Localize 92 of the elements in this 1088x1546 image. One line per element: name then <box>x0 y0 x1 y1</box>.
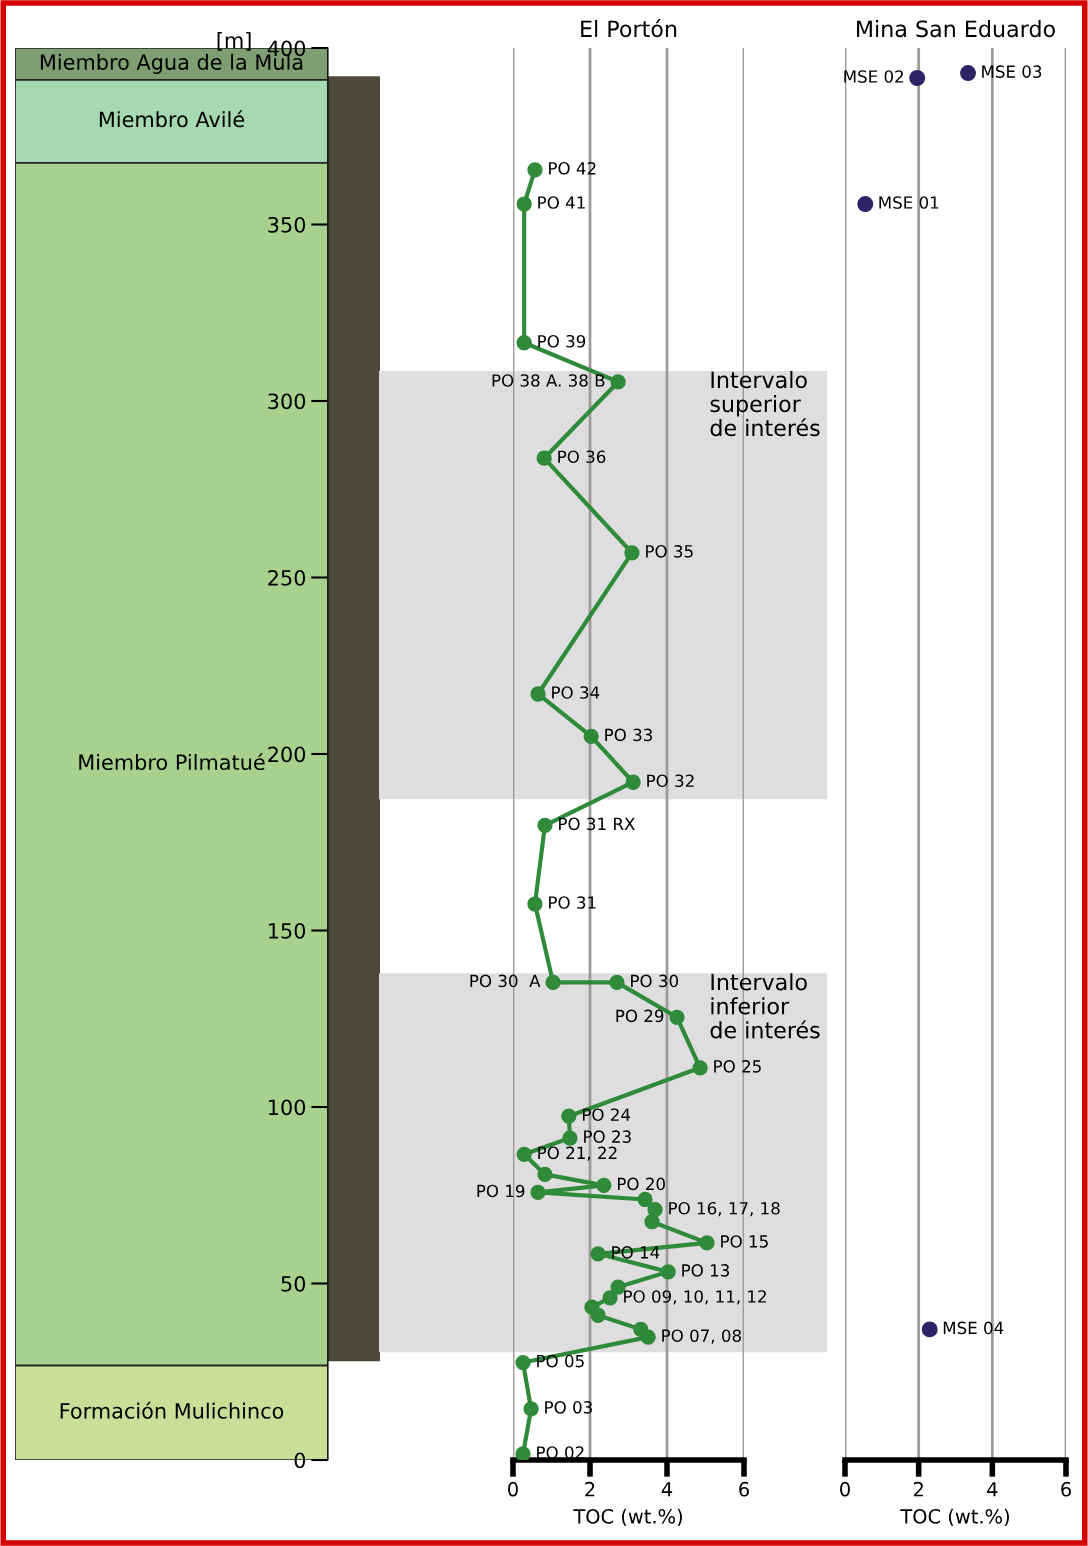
y-tick-label: 250 <box>268 569 306 586</box>
x-tick-label: 6 <box>1061 1481 1071 1497</box>
annotation: PO 29 <box>616 1009 664 1023</box>
point <box>625 774 641 790</box>
point <box>669 1009 685 1025</box>
y-tick-label: 100 <box>269 1099 306 1116</box>
y-tick-label: 300 <box>268 393 306 410</box>
annotation: PO 30 <box>631 974 679 988</box>
point <box>530 686 546 702</box>
point <box>590 1307 606 1323</box>
point <box>527 896 543 912</box>
point <box>909 70 926 86</box>
point <box>610 374 626 390</box>
x-tick-label: 2 <box>913 1481 923 1497</box>
chart-title: El Portón <box>581 19 677 38</box>
x-tick-label: 4 <box>661 1482 673 1497</box>
x-tick-label: 0 <box>508 1481 518 1497</box>
point <box>660 1264 676 1280</box>
annotation: PO 15 <box>721 1235 768 1248</box>
point <box>610 1279 626 1295</box>
annotation: PO 03 <box>545 1401 592 1414</box>
point <box>530 1184 546 1201</box>
point <box>857 196 874 213</box>
point <box>590 1246 606 1262</box>
x-tick-label: 0 <box>840 1481 850 1497</box>
annotation: MSE 01 <box>879 196 939 209</box>
point <box>699 1235 715 1251</box>
point <box>692 1060 708 1076</box>
point <box>921 1321 938 1338</box>
annotation: PO 07, 08 <box>662 1329 741 1344</box>
point <box>624 545 640 561</box>
annotation: PO 25 <box>714 1060 761 1073</box>
point <box>960 65 977 82</box>
annotation: PO 13 <box>682 1264 729 1277</box>
annotation: PO 32 <box>647 774 694 788</box>
point <box>561 1108 577 1124</box>
annotation: PO 24 <box>582 1108 631 1122</box>
annotation: PO 31 <box>549 896 596 909</box>
point <box>545 974 561 991</box>
annotation: PO 20 <box>618 1177 665 1191</box>
point <box>523 1401 539 1417</box>
point <box>602 1290 618 1306</box>
point <box>609 974 625 991</box>
point <box>637 1191 653 1208</box>
point <box>515 1354 531 1371</box>
annotation: MSE 03 <box>982 65 1042 78</box>
x-tick-label: 4 <box>987 1482 998 1497</box>
band-label: Intervalo superior de interés <box>710 370 820 437</box>
annotation: PO 21, 22 <box>538 1146 617 1161</box>
y-axis-title: [m] <box>217 32 251 51</box>
point <box>537 1166 553 1183</box>
point <box>536 450 552 466</box>
point <box>583 728 599 744</box>
annotation: PO 38 A. 38 B <box>492 374 605 387</box>
point <box>516 196 532 212</box>
annotation: PO 42 <box>549 162 596 175</box>
y-tick-label: 200 <box>268 746 306 763</box>
annotation: PO 39 <box>538 334 586 348</box>
x-axis-title: TOC (wt.%) <box>900 1508 1009 1527</box>
point <box>527 162 543 178</box>
annotation: MSE 04 <box>943 1321 1004 1335</box>
point <box>644 1214 660 1230</box>
annotation: PO 31 RX <box>559 817 635 831</box>
y-tick-label: 150 <box>269 922 306 939</box>
point <box>516 335 532 351</box>
x-tick-label: 6 <box>739 1481 749 1497</box>
annotation: PO 19 <box>477 1184 525 1198</box>
annotation: PO 35 <box>646 545 693 558</box>
annotation: PO 30 A <box>470 974 541 988</box>
point <box>596 1177 612 1194</box>
x-axis-title: TOC (wt.%) <box>573 1508 682 1527</box>
point <box>515 1446 531 1460</box>
annotation: PO 34 <box>552 686 600 699</box>
series-label: Miembro Pilmatué <box>79 753 265 771</box>
annotation: PO 09, 10, 11, 12 <box>624 1290 766 1305</box>
point <box>516 1146 532 1162</box>
series-label: Miembro Avilé <box>99 110 245 128</box>
annotation: PO 36 <box>558 450 606 464</box>
band-label: Intervalo inferior de interés <box>710 973 820 1039</box>
point <box>537 817 553 833</box>
x-tick-label: 2 <box>585 1481 595 1497</box>
point <box>640 1329 656 1345</box>
annotation: PO 16, 17, 18 <box>669 1201 780 1217</box>
y-tick-label: 50 <box>281 1275 306 1292</box>
annotation: PO 23 <box>584 1130 631 1143</box>
annotation: MSE 02 <box>844 70 904 83</box>
point <box>562 1130 578 1146</box>
annotation: PO 41 <box>538 196 585 209</box>
annotation: PO 33 <box>605 728 652 742</box>
y-tick-label: 350 <box>268 216 306 233</box>
series-label: Formación Mulichinco <box>60 1401 284 1419</box>
chart-title: Mina San Eduardo <box>857 20 1055 38</box>
